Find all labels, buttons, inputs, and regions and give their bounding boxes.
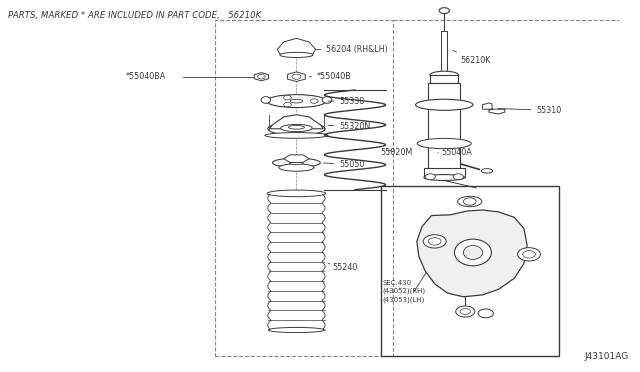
- Ellipse shape: [268, 122, 325, 135]
- Circle shape: [284, 95, 291, 100]
- Ellipse shape: [424, 174, 465, 180]
- Ellipse shape: [463, 246, 483, 260]
- Ellipse shape: [290, 99, 303, 103]
- Text: 56210K: 56210K: [453, 51, 491, 65]
- Bar: [430, 75, 458, 83]
- Text: 55050: 55050: [323, 160, 365, 169]
- Ellipse shape: [281, 124, 312, 132]
- Text: J43101AG: J43101AG: [585, 352, 629, 361]
- Text: 55320N: 55320N: [328, 122, 371, 131]
- Text: *55040BA: *55040BA: [125, 72, 166, 81]
- Ellipse shape: [273, 158, 320, 167]
- Text: 55020M: 55020M: [381, 148, 413, 157]
- Ellipse shape: [265, 132, 328, 138]
- Circle shape: [478, 309, 493, 318]
- Ellipse shape: [267, 190, 326, 197]
- Polygon shape: [269, 115, 323, 129]
- Ellipse shape: [267, 94, 326, 108]
- Polygon shape: [254, 73, 269, 81]
- Circle shape: [439, 8, 449, 13]
- Circle shape: [453, 174, 463, 180]
- Ellipse shape: [289, 125, 305, 129]
- Circle shape: [518, 248, 540, 261]
- Ellipse shape: [322, 97, 332, 103]
- Bar: [415, 100, 473, 109]
- Polygon shape: [417, 210, 527, 297]
- Ellipse shape: [289, 161, 303, 164]
- Ellipse shape: [454, 239, 492, 266]
- Polygon shape: [284, 155, 309, 163]
- Bar: [215, 20, 394, 356]
- Text: 56204 (RH&LH): 56204 (RH&LH): [315, 45, 388, 54]
- Circle shape: [257, 74, 265, 79]
- Circle shape: [292, 74, 301, 79]
- Circle shape: [284, 102, 291, 107]
- Circle shape: [460, 309, 470, 314]
- Text: 55310: 55310: [498, 106, 562, 115]
- Polygon shape: [277, 38, 316, 55]
- Ellipse shape: [268, 327, 324, 333]
- Ellipse shape: [430, 71, 459, 79]
- Ellipse shape: [261, 97, 271, 103]
- Text: 55240: 55240: [328, 263, 358, 272]
- Ellipse shape: [279, 164, 314, 171]
- Polygon shape: [287, 72, 305, 81]
- Ellipse shape: [458, 196, 482, 207]
- Bar: [381, 186, 559, 356]
- Ellipse shape: [481, 169, 493, 173]
- Text: SEC.430
(43052)(RH)
(43053)(LH): SEC.430 (43052)(RH) (43053)(LH): [383, 280, 426, 303]
- Circle shape: [523, 251, 536, 258]
- Circle shape: [425, 174, 435, 180]
- Circle shape: [463, 198, 476, 205]
- Text: 55338: 55338: [328, 97, 364, 106]
- Bar: [441, 31, 447, 83]
- Ellipse shape: [415, 99, 473, 110]
- Ellipse shape: [280, 52, 313, 58]
- Circle shape: [428, 238, 441, 245]
- Circle shape: [423, 235, 446, 248]
- Bar: [417, 139, 471, 148]
- Text: *55040B: *55040B: [309, 72, 351, 81]
- Bar: [428, 83, 460, 171]
- Circle shape: [456, 306, 475, 317]
- Text: 55040A: 55040A: [438, 148, 472, 157]
- Ellipse shape: [417, 138, 471, 149]
- Circle shape: [310, 99, 318, 103]
- Text: PARTS, MARKED * ARE INCLUDED IN PART CODE,   56210K: PARTS, MARKED * ARE INCLUDED IN PART COD…: [8, 11, 261, 20]
- Bar: [424, 167, 465, 177]
- Polygon shape: [483, 103, 505, 114]
